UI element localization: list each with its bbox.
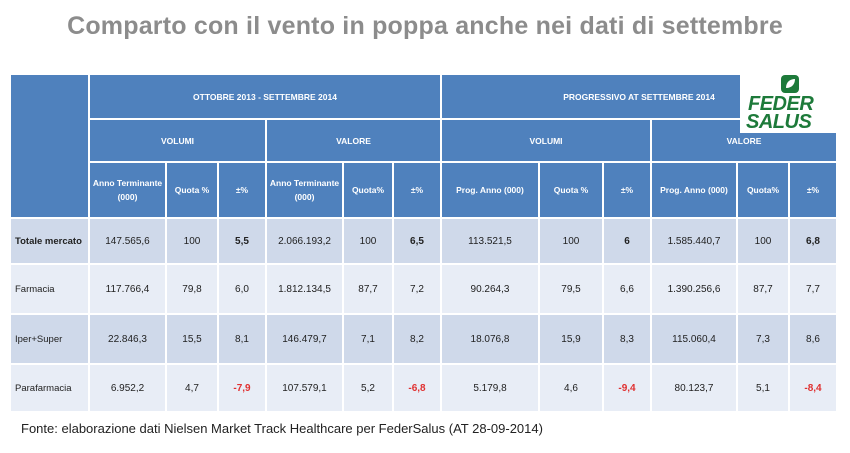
col-header: Anno Terminante (000) [267, 163, 342, 217]
table-cell: 2.066.193,2 [267, 219, 342, 263]
table-cell: 6,0 [219, 265, 265, 313]
col-header: ±% [790, 163, 836, 217]
table-cell: 87,7 [344, 265, 392, 313]
table-cell: 100 [540, 219, 602, 263]
col-header: Quota % [167, 163, 217, 217]
col-header: ±% [604, 163, 650, 217]
header-period-1: OTTOBRE 2013 - SETTEMBRE 2014 [90, 75, 440, 118]
col-header: Prog. Anno (000) [442, 163, 538, 217]
logo-text-feder: FEDER [748, 93, 814, 115]
table-row: Iper+Super 22.846,3 15,5 8,1 146.479,7 7… [11, 315, 836, 363]
table-cell: 7,3 [738, 315, 788, 363]
table-cell: 22.846,3 [90, 315, 165, 363]
page-title: Comparto con il vento in poppa anche nei… [67, 12, 783, 40]
header-valore-1: VALORE [267, 120, 440, 161]
table-cell: 1.812.134,5 [267, 265, 342, 313]
table-cell: 18.076,8 [442, 315, 538, 363]
federsalus-logo: FEDER SALUS [740, 73, 840, 133]
col-header: Anno Terminante (000) [90, 163, 165, 217]
row-label: Parafarmacia [11, 365, 88, 411]
table-cell: 8,1 [219, 315, 265, 363]
col-header: Prog. Anno (000) [652, 163, 736, 217]
table-cell: 15,9 [540, 315, 602, 363]
table-row: Parafarmacia 6.952,2 4,7 -7,9 107.579,1 … [11, 365, 836, 411]
table-cell: 1.390.256,6 [652, 265, 736, 313]
table-cell-negative: -9,4 [604, 365, 650, 411]
table-cell: 87,7 [738, 265, 788, 313]
table-cell: 4,7 [167, 365, 217, 411]
table-cell: 113.521,5 [442, 219, 538, 263]
corner-header-cell [11, 75, 88, 217]
table-cell: 79,5 [540, 265, 602, 313]
table-cell-negative: -7,9 [219, 365, 265, 411]
table-cell: 115.060,4 [652, 315, 736, 363]
header-volumi-2: VOLUMI [442, 120, 650, 161]
table-cell: 80.123,7 [652, 365, 736, 411]
table-cell: 5,2 [344, 365, 392, 411]
table-row: Totale mercato 147.565,6 100 5,5 2.066.1… [11, 219, 836, 263]
table-cell: 107.579,1 [267, 365, 342, 411]
row-label: Totale mercato [11, 219, 88, 263]
col-header: ±% [219, 163, 265, 217]
table-cell: 6.952,2 [90, 365, 165, 411]
header-volumi-1: VOLUMI [90, 120, 265, 161]
market-data-table: OTTOBRE 2013 - SETTEMBRE 2014 PROGRESSIV… [9, 73, 838, 413]
table-cell: 8,2 [394, 315, 440, 363]
col-header: Quota% [344, 163, 392, 217]
source-note: Fonte: elaborazione dati Nielsen Market … [21, 421, 543, 436]
table-cell: 147.565,6 [90, 219, 165, 263]
table-cell: 5,5 [219, 219, 265, 263]
table-cell: 100 [738, 219, 788, 263]
logo-text-salus: SALUS [746, 111, 812, 133]
table-cell: 100 [344, 219, 392, 263]
table-cell: 7,1 [344, 315, 392, 363]
table-cell: 8,6 [790, 315, 836, 363]
table-cell: 5.179,8 [442, 365, 538, 411]
table-cell: 117.766,4 [90, 265, 165, 313]
row-label: Iper+Super [11, 315, 88, 363]
row-label: Farmacia [11, 265, 88, 313]
table-cell-negative: -8,4 [790, 365, 836, 411]
col-header: ±% [394, 163, 440, 217]
table-cell: 6,8 [790, 219, 836, 263]
table-cell: 8,3 [604, 315, 650, 363]
table-cell: 5,1 [738, 365, 788, 411]
leaf-icon [781, 75, 799, 93]
table-cell: 6 [604, 219, 650, 263]
table-cell: 6,6 [604, 265, 650, 313]
table-cell-negative: -6,8 [394, 365, 440, 411]
table-cell: 79,8 [167, 265, 217, 313]
col-header: Quota% [738, 163, 788, 217]
col-header: Quota % [540, 163, 602, 217]
table-cell: 90.264,3 [442, 265, 538, 313]
table-row: Farmacia 117.766,4 79,8 6,0 1.812.134,5 … [11, 265, 836, 313]
table-cell: 15,5 [167, 315, 217, 363]
table-cell: 146.479,7 [267, 315, 342, 363]
table-cell: 7,2 [394, 265, 440, 313]
table-cell: 100 [167, 219, 217, 263]
table-cell: 4,6 [540, 365, 602, 411]
table-cell: 1.585.440,7 [652, 219, 736, 263]
table-cell: 6,5 [394, 219, 440, 263]
table-cell: 7,7 [790, 265, 836, 313]
